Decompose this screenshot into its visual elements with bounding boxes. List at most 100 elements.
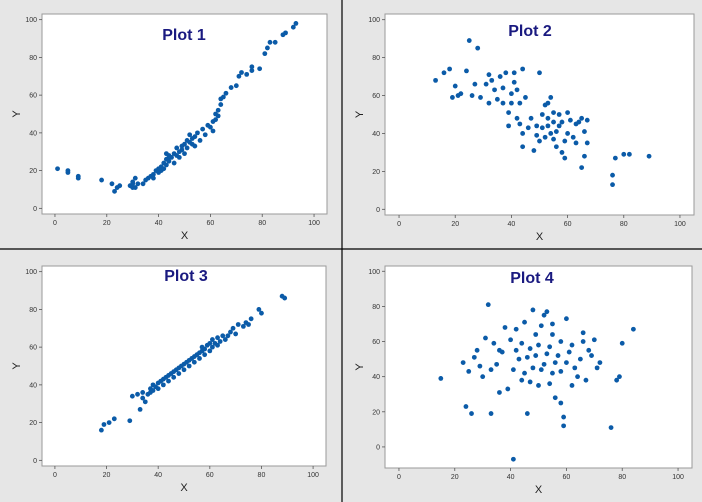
data-point	[140, 181, 146, 187]
y-tick-label: 20	[372, 409, 380, 416]
data-point	[486, 100, 492, 106]
x-tick-label: 40	[155, 220, 163, 227]
data-point	[213, 117, 218, 123]
data-point	[542, 134, 548, 140]
x-tick-label: 0	[53, 472, 57, 479]
data-point	[438, 376, 444, 381]
y-tick-label: 40	[29, 130, 37, 137]
data-point	[534, 123, 540, 129]
data-point	[452, 83, 458, 89]
data-point	[514, 87, 520, 93]
data-point	[552, 360, 558, 366]
y-tick-label: 80	[372, 55, 380, 62]
data-point	[140, 395, 146, 401]
data-point	[236, 73, 242, 79]
data-point	[130, 181, 136, 187]
x-tick-label: 0	[397, 474, 401, 481]
data-point	[619, 340, 625, 346]
data-point	[516, 356, 522, 362]
data-point	[176, 154, 182, 160]
data-point	[547, 344, 553, 350]
data-point	[132, 185, 138, 190]
data-point	[568, 117, 573, 123]
x-tick-label: 60	[563, 474, 571, 481]
data-point	[202, 352, 208, 358]
y-tick-label: 20	[372, 169, 380, 176]
data-point	[517, 100, 523, 106]
data-point	[65, 170, 71, 175]
data-point	[207, 340, 213, 346]
data-point	[208, 124, 213, 130]
data-point	[520, 66, 526, 72]
data-point	[510, 367, 516, 373]
data-point	[230, 325, 236, 331]
data-point	[228, 329, 233, 335]
data-point	[488, 411, 494, 416]
data-point	[559, 150, 565, 155]
data-point	[545, 100, 551, 106]
data-point	[533, 332, 539, 337]
data-point	[112, 188, 117, 194]
data-point	[582, 153, 587, 159]
x-tick-label: 100	[674, 221, 686, 228]
plot-title: Plot 2	[508, 23, 552, 40]
data-point	[233, 83, 239, 89]
data-point	[223, 90, 229, 96]
data-point	[433, 77, 438, 83]
data-point	[506, 123, 511, 129]
x-axis-label: X	[535, 484, 543, 496]
data-point	[503, 70, 509, 76]
data-point	[283, 30, 288, 36]
data-point	[471, 354, 477, 360]
data-point	[514, 115, 520, 121]
chart-panel-2: 0 20 40 60 80 100 0 20 40 60 80 100 X Y Plot 2	[342, 0, 702, 249]
data-point	[101, 422, 107, 427]
y-tick-label: 100	[25, 17, 37, 24]
data-point	[621, 151, 627, 157]
data-point	[464, 68, 469, 74]
data-point	[508, 337, 513, 343]
data-point	[530, 307, 536, 313]
data-point	[525, 125, 531, 131]
data-point	[267, 39, 273, 45]
data-point	[111, 416, 117, 422]
y-tick-label: 60	[372, 339, 380, 346]
y-tick-label: 80	[372, 304, 380, 311]
data-point	[506, 110, 511, 116]
data-point	[117, 183, 123, 189]
data-point	[573, 140, 579, 146]
x-tick-label: 0	[53, 220, 57, 227]
data-point	[576, 119, 582, 125]
data-point	[511, 70, 517, 76]
data-point	[617, 374, 622, 380]
data-point	[244, 71, 250, 77]
plot-area	[384, 265, 693, 469]
data-point	[240, 323, 246, 329]
data-point	[256, 306, 262, 312]
plot-title: Plot 3	[164, 268, 208, 285]
data-point	[129, 393, 135, 399]
y-axis-label: Y	[354, 110, 366, 118]
data-point	[491, 340, 497, 346]
data-point	[569, 383, 575, 388]
data-point	[98, 427, 104, 433]
data-point	[469, 93, 475, 98]
data-point	[109, 181, 115, 187]
y-tick-label: 0	[376, 207, 380, 214]
data-point	[150, 388, 156, 393]
y-tick-label: 0	[376, 444, 380, 451]
data-point	[572, 365, 578, 371]
data-point	[492, 87, 497, 93]
data-point	[517, 121, 523, 127]
data-point	[553, 144, 559, 150]
x-tick-label: 80	[620, 221, 628, 228]
y-tick-label: 80	[29, 55, 37, 62]
data-point	[472, 81, 478, 87]
plot-area	[384, 13, 695, 216]
data-point	[290, 24, 296, 30]
data-point	[522, 319, 527, 325]
data-point	[519, 377, 525, 383]
x-tick-label: 100	[307, 472, 319, 479]
data-point	[553, 129, 559, 134]
data-point	[151, 175, 156, 181]
